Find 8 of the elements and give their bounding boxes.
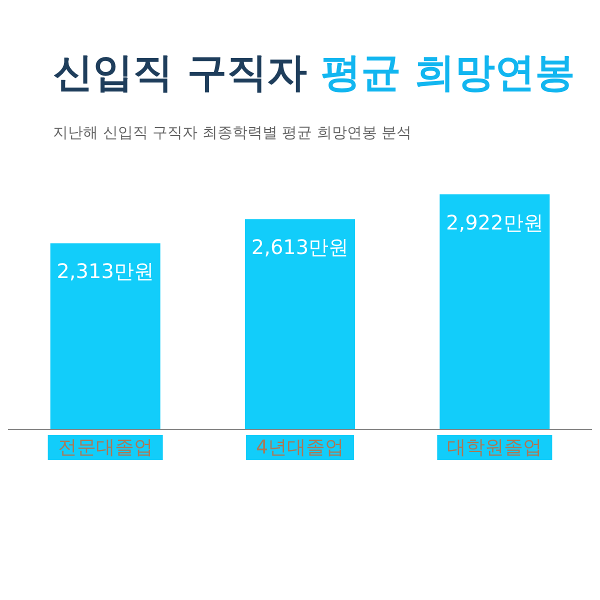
x-tick-label: 대학원졸업	[447, 436, 542, 458]
x-tick-label: 전문대졸업	[58, 436, 153, 458]
data-label: 2,313만원	[56, 259, 154, 284]
chart-subtitle: 지난해 신입직 구직자 최종학력별 평균 희망연봉 분석	[53, 124, 412, 142]
chart-title: 신입직 구직자 평균 희망연봉	[53, 50, 575, 96]
x-tick-label: 4년대졸업	[256, 436, 344, 458]
data-label: 2,613만원	[251, 235, 349, 260]
data-label: 2,922만원	[446, 210, 544, 234]
